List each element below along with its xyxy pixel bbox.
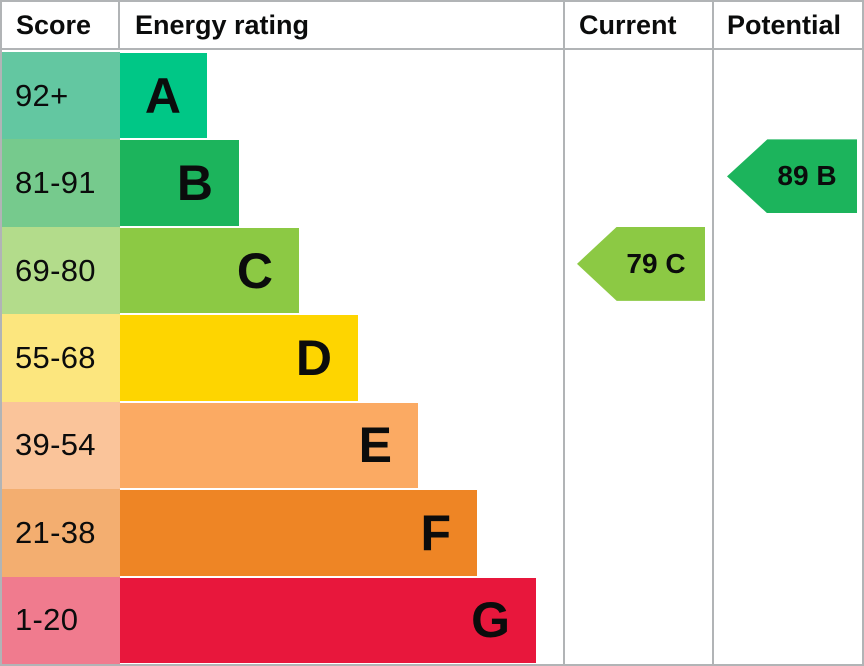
rating-letter: E [358, 417, 392, 474]
rating-letter: D [295, 329, 332, 386]
rating-letter: G [471, 592, 510, 649]
rating-bands: 92+ A 81-91 B 69-80 C 55-68 D 39-54 E 21… [2, 50, 565, 664]
rating-letter: F [420, 504, 451, 561]
potential-column: 89 B [714, 50, 862, 664]
chart-body: 92+ A 81-91 B 69-80 C 55-68 D 39-54 E 21… [2, 50, 862, 664]
rating-band-row: 21-38 F [2, 489, 563, 577]
rating-band-row: 81-91 B [2, 139, 563, 227]
rating-band-bar: A [120, 53, 207, 139]
score-range-label: 69-80 [2, 226, 120, 315]
rating-band-row: 55-68 D [2, 314, 563, 402]
rating-band-row: 1-20 G [2, 576, 563, 664]
rating-band-row: 92+ A [2, 52, 563, 140]
rating-band-bar: G [120, 577, 536, 663]
score-range-label: 55-68 [2, 314, 120, 402]
current-column-header: Current [565, 2, 714, 48]
rating-band-row: 39-54 E [2, 401, 563, 490]
score-range-label: 92+ [2, 52, 120, 140]
rating-band-bar: F [120, 490, 477, 576]
table-header: Score Energy rating Current Potential [2, 2, 862, 50]
score-range-label: 1-20 [2, 576, 120, 664]
current-column: 79 C [565, 50, 714, 664]
score-range-label: 81-91 [2, 139, 120, 227]
energy-rating-column-header: Energy rating [120, 2, 565, 48]
score-range-label: 39-54 [2, 401, 120, 490]
rating-letter: A [144, 67, 181, 124]
rating-band-bar: B [120, 140, 239, 226]
score-range-label: 21-38 [2, 489, 120, 577]
rating-band-bar: E [120, 402, 418, 489]
rating-letter: B [176, 155, 213, 212]
current-rating-arrow: 79 C [577, 226, 705, 301]
rating-band-row: 69-80 C [2, 226, 563, 315]
score-column-header: Score [2, 2, 120, 48]
rating-letter: C [236, 242, 273, 299]
rating-band-bar: D [120, 315, 358, 401]
rating-band-bar: C [120, 227, 299, 314]
potential-column-header: Potential [727, 9, 842, 40]
potential-rating-arrow: 89 B [727, 139, 857, 214]
